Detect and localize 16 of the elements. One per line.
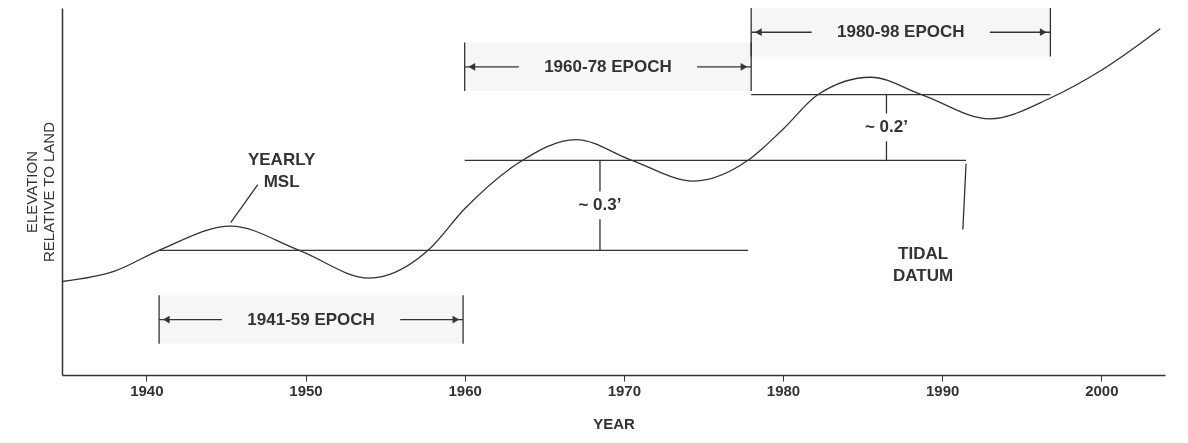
x-tick-label: 1990 [925,381,960,399]
band-label: 1960-78 EPOCH [544,56,672,76]
x-tick-label: 1940 [130,381,164,399]
x-axis-title: YEAR [593,414,635,432]
x-tick-label: 1970 [607,381,642,399]
annotation: ~ 0.2’ [864,117,908,137]
annotation: ~ 0.3’ [578,195,622,215]
x-tick-label: 1960 [448,381,482,399]
y-axis-title: ELEVATION RELATIVE TO LAND [22,121,57,263]
x-tick-label: 2000 [1085,381,1119,399]
band-label: 1980-98 EPOCH [837,22,965,42]
annotation: TIDAL DATUM [893,243,954,285]
annotation: YEARLY MSL [247,150,316,192]
x-tick-label: 1950 [289,381,323,399]
band-label: 1941-59 EPOCH [247,309,375,329]
x-tick-label: 1980 [766,381,801,399]
